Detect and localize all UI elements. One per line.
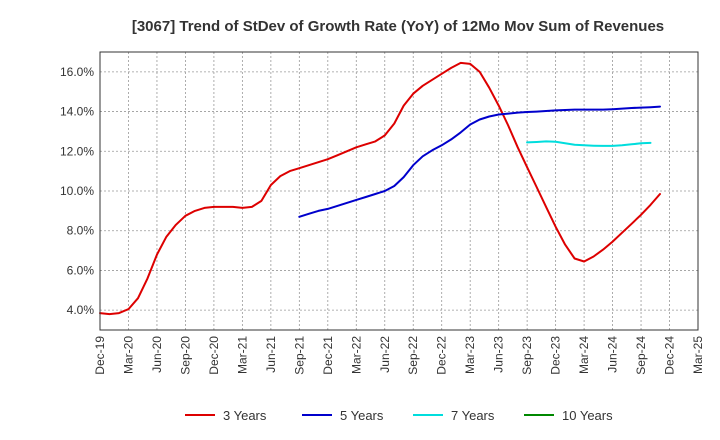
x-tick-label: Sep-22	[406, 336, 420, 375]
y-tick-label: 16.0%	[60, 65, 94, 79]
x-tick-label: Jun-22	[378, 336, 392, 373]
x-tick-label: Mar-21	[235, 336, 249, 374]
series-line-7-years	[526, 140, 652, 147]
legend: 3 Years 5 Years 7 Years 10 Years	[185, 408, 613, 423]
legend-label: 5 Years	[340, 408, 384, 423]
x-tick-label: Jun-21	[264, 336, 278, 373]
x-tick-label: Mar-24	[577, 336, 591, 374]
x-tick-label: Mar-23	[463, 336, 477, 374]
x-tick-label: Dec-22	[435, 336, 449, 375]
legend-label: 3 Years	[223, 408, 267, 423]
x-tick-label: Mar-25	[691, 336, 705, 374]
y-tick-label: 6.0%	[67, 263, 95, 277]
x-tick-label: Mar-20	[121, 336, 135, 374]
chart-grid	[100, 52, 698, 330]
series-line-5-years	[298, 105, 661, 218]
x-tick-label: Sep-21	[292, 336, 306, 375]
chart-lines	[99, 61, 661, 316]
y-axis: 4.0% 6.0% 8.0% 10.0% 12.0% 14.0% 16.0%	[60, 65, 94, 317]
x-tick-label: Jun-24	[606, 336, 620, 373]
y-tick-label: 12.0%	[60, 144, 94, 158]
x-tick-label: Mar-22	[349, 336, 363, 374]
plot-area	[99, 51, 699, 331]
x-axis: Dec-19 Mar-20 Jun-20 Sep-20 Dec-20 Mar-21 Jun-…	[93, 336, 705, 375]
y-tick-label: 10.0%	[60, 184, 94, 198]
y-tick-label: 14.0%	[60, 105, 94, 119]
x-tick-label: Sep-20	[178, 336, 192, 375]
x-tick-label: Jun-23	[492, 336, 506, 373]
legend-label: 7 Years	[451, 408, 495, 423]
x-tick-label: Dec-21	[321, 336, 335, 375]
x-tick-label: Dec-19	[93, 336, 107, 375]
x-tick-label: Jun-20	[150, 336, 164, 373]
x-tick-label: Sep-23	[520, 336, 534, 375]
chart-title: [3067] Trend of StDev of Growth Rate (Yo…	[132, 18, 664, 35]
series-line-3-years	[99, 61, 661, 316]
legend-label: 10 Years	[562, 408, 613, 423]
x-tick-label: Dec-23	[549, 336, 563, 375]
x-tick-label: Dec-24	[663, 336, 677, 375]
x-tick-label: Dec-20	[207, 336, 221, 375]
y-tick-label: 4.0%	[67, 303, 95, 317]
x-tick-label: Sep-24	[634, 336, 648, 375]
y-tick-label: 8.0%	[67, 224, 95, 238]
